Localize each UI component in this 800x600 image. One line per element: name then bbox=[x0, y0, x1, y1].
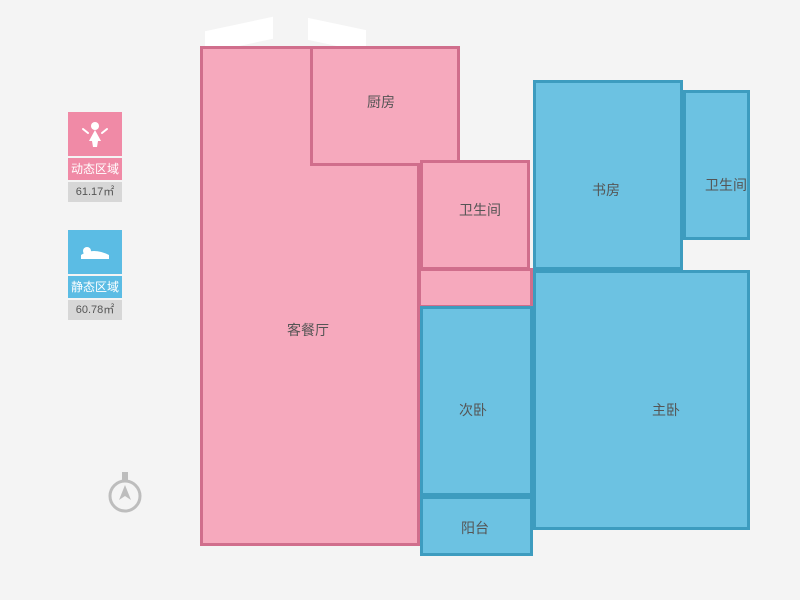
legend-dynamic: 动态区域 61.17㎡ bbox=[60, 112, 130, 202]
people-icon bbox=[80, 121, 110, 147]
legend-static-label: 静态区域 bbox=[68, 276, 122, 298]
sleep-icon bbox=[79, 241, 111, 263]
legend-dynamic-value: 61.17㎡ bbox=[68, 182, 122, 202]
room-study bbox=[533, 80, 683, 270]
room-corridor bbox=[418, 268, 533, 308]
legend-panel: 动态区域 61.17㎡ 静态区域 60.78㎡ bbox=[60, 112, 130, 348]
compass-icon bbox=[105, 470, 145, 519]
legend-static-value: 60.78㎡ bbox=[68, 300, 122, 320]
room-bath1 bbox=[420, 160, 530, 270]
room-kitchen bbox=[310, 46, 460, 166]
legend-static-swatch bbox=[68, 230, 122, 274]
legend-static: 静态区域 60.78㎡ bbox=[60, 230, 130, 320]
legend-dynamic-swatch bbox=[68, 112, 122, 156]
room-balcony bbox=[420, 496, 533, 556]
room-second bbox=[420, 306, 533, 496]
room-master bbox=[533, 270, 750, 530]
legend-dynamic-label: 动态区域 bbox=[68, 158, 122, 180]
floorplan: 客餐厅厨房卫生间书房卫生间主卧次卧阳台 bbox=[200, 30, 750, 570]
room-bath2 bbox=[683, 90, 750, 240]
